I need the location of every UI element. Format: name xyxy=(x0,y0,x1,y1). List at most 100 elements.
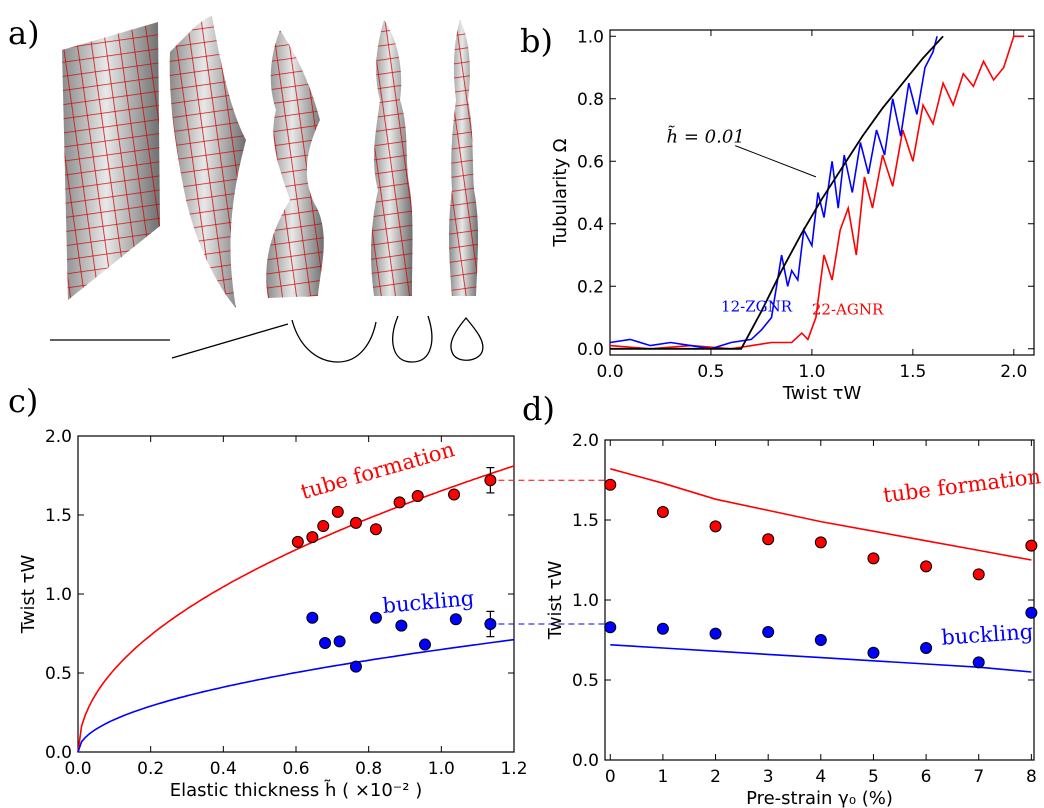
y-tick-label: 0.2 xyxy=(577,277,604,297)
point-buckling xyxy=(709,627,722,640)
x-tick-label: 1.0 xyxy=(798,362,825,382)
x-tick-label: 1 xyxy=(657,767,668,787)
point-buckling xyxy=(449,613,462,626)
curve-tube-formation xyxy=(77,465,515,753)
surface-2 xyxy=(169,16,246,308)
y-tick-label: 0.5 xyxy=(572,671,599,691)
point-tube-formation xyxy=(448,488,461,501)
y-tick-label: 2.0 xyxy=(45,427,72,447)
y-tick-label: 0.8 xyxy=(577,90,604,110)
x-tick-label: 3 xyxy=(763,767,774,787)
point-buckling xyxy=(867,646,880,659)
y-tick-label: 0.0 xyxy=(577,340,604,360)
point-buckling xyxy=(333,635,346,648)
curve-buckling xyxy=(77,638,515,753)
surface-5 xyxy=(449,20,478,296)
chart-d: 0 1 2 3 4 5 6 7 8 0.0 0.5 1.0 1.5 2.0 Pre-strain γ₀ (%… xyxy=(545,431,1042,808)
point-tube-formation xyxy=(762,533,775,546)
y-tick-label: 1.0 xyxy=(577,27,604,47)
point-buckling xyxy=(814,634,827,646)
x-tick-label: 1.5 xyxy=(899,362,926,382)
series-line-22-agnr xyxy=(609,35,1024,350)
panel-label-c: c) xyxy=(8,382,38,420)
point-tube-formation xyxy=(411,490,424,503)
x-tick-label: 2 xyxy=(710,767,721,787)
annotation-h: h̃ = 0.01 xyxy=(667,125,745,148)
point-buckling xyxy=(319,636,332,649)
series-line-theory xyxy=(610,35,944,350)
x-tick-label: 0.2 xyxy=(137,759,164,779)
y-tick-label: 0.4 xyxy=(577,215,604,235)
x-tick-label: 4 xyxy=(815,767,826,787)
point-buckling xyxy=(306,611,319,624)
annotation-buckling: buckling xyxy=(941,619,1034,649)
y-axis-label: Tubularity Ω xyxy=(550,138,571,247)
point-buckling xyxy=(920,642,933,654)
cross-sections xyxy=(50,315,484,363)
y-tick-label: 0.5 xyxy=(45,664,72,684)
y-axis-label: Twist τW xyxy=(18,555,39,635)
y-tick-label: 1.0 xyxy=(45,585,72,605)
x-tick-label: 0.6 xyxy=(282,759,309,779)
y-tick-label: 0.6 xyxy=(577,152,604,172)
connectors xyxy=(498,479,605,625)
x-tick-label: 7 xyxy=(973,767,984,787)
annotation-22-agnr: 22-AGNR xyxy=(812,300,884,318)
point-tube-formation xyxy=(920,560,933,573)
point-buckling xyxy=(395,619,408,632)
point-tube-formation xyxy=(317,520,330,533)
annotation-leader xyxy=(735,145,817,178)
point-buckling xyxy=(418,638,431,651)
x-tick-label: 0.5 xyxy=(697,362,724,382)
panel-label-b: b) xyxy=(520,22,553,60)
surface-3 xyxy=(266,30,324,298)
cross-section-curved xyxy=(291,319,377,363)
x-axis-label: Twist τW xyxy=(782,383,862,404)
cross-section-drop xyxy=(450,316,484,361)
point-tube-formation xyxy=(1025,539,1038,552)
point-buckling xyxy=(762,626,775,638)
x-tick-label: 0.4 xyxy=(210,759,237,779)
point-tube-formation xyxy=(814,536,827,549)
point-buckling xyxy=(972,656,985,669)
point-tube-formation xyxy=(867,552,880,565)
point-tube-formation xyxy=(393,496,406,509)
point-tube-formation xyxy=(604,478,617,491)
point-tube-formation xyxy=(972,568,985,581)
point-buckling xyxy=(349,660,362,673)
line-buckling xyxy=(610,644,1032,673)
point-buckling xyxy=(1025,606,1038,619)
x-tick-label: 5 xyxy=(868,767,879,787)
panel-label-a: a) xyxy=(8,14,40,52)
x-tick-label: 1.0 xyxy=(428,759,455,779)
cross-section-u xyxy=(392,315,433,363)
point-buckling xyxy=(484,618,497,631)
x-tick-label: 0.8 xyxy=(355,759,382,779)
line-tube-formation xyxy=(610,468,1032,561)
x-tick-label: 8 xyxy=(1026,767,1037,787)
point-tube-formation xyxy=(656,506,669,518)
y-tick-label: 0.0 xyxy=(45,743,72,763)
annotation-buckling: buckling xyxy=(382,586,476,618)
point-buckling xyxy=(604,621,617,634)
point-tube-formation xyxy=(709,520,722,533)
y-tick-label: 0.0 xyxy=(572,751,599,771)
y-tick-label: 1.0 xyxy=(572,591,599,611)
point-tube-formation xyxy=(291,535,304,548)
x-tick-label: 0 xyxy=(605,767,616,787)
plot-frame xyxy=(609,29,1035,356)
point-buckling xyxy=(369,611,382,624)
point-tube-formation xyxy=(484,474,497,487)
y-tick-label: 1.5 xyxy=(572,511,599,531)
y-axis-label: Twist τW xyxy=(545,561,566,641)
series-line-12-zgnr xyxy=(609,36,938,350)
x-axis-label: Elastic thickness h̃ ( ×10⁻² ) xyxy=(170,780,423,801)
x-tick-label: 0.0 xyxy=(64,759,91,779)
chart-c: 0.0 0.2 0.4 0.6 0.8 1.0 1.2 0.0 0.5 1.0 1.5 2.0 Elas… xyxy=(18,427,528,801)
x-axis-label: Pre-strain γ₀ (%) xyxy=(746,788,893,808)
point-tube-formation xyxy=(331,505,344,518)
annotation-tube-formation: tube formation xyxy=(882,464,1042,507)
surface-4 xyxy=(371,20,413,296)
